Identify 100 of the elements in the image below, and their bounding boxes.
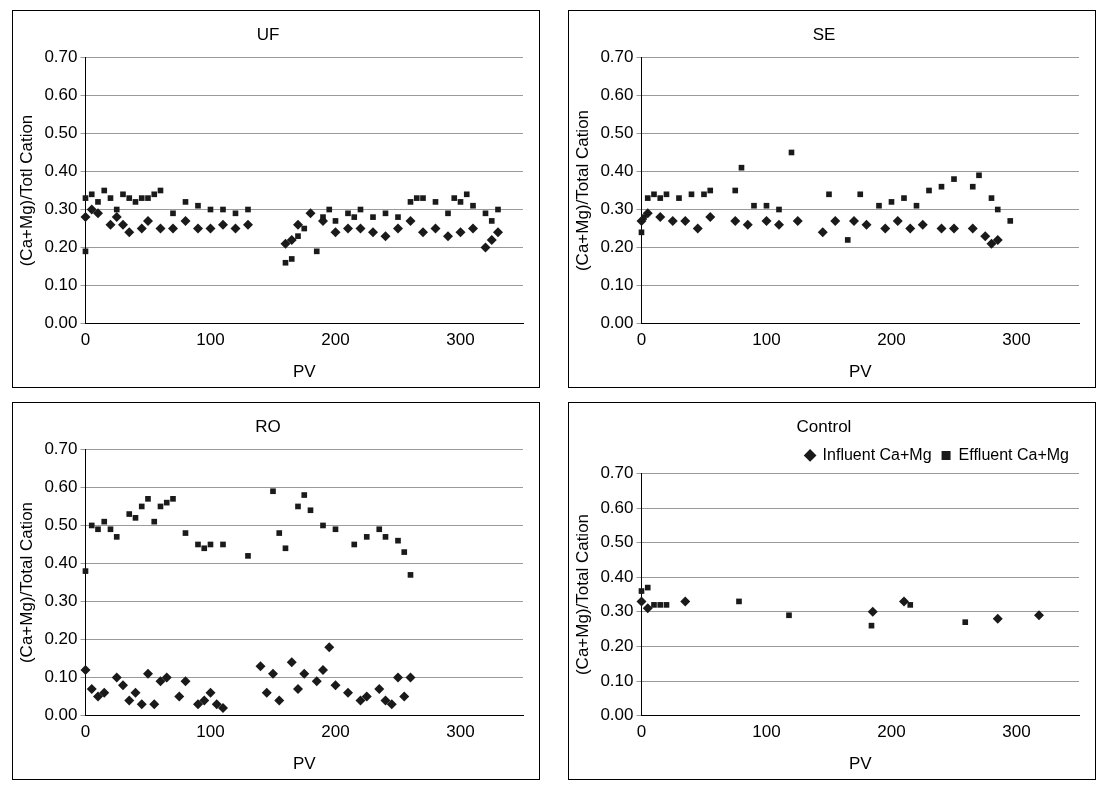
- point: [180, 215, 191, 226]
- point: [688, 191, 695, 198]
- point: [170, 496, 176, 502]
- point: [913, 202, 920, 209]
- y-axis-title: (Ca+Mg)/Total Cation: [572, 513, 592, 676]
- point: [642, 603, 653, 614]
- point: [657, 602, 664, 608]
- legend-label: Influent Ca+Mg: [822, 445, 932, 463]
- point: [163, 499, 170, 506]
- point: [232, 210, 239, 217]
- point: [393, 223, 403, 234]
- point: [638, 588, 645, 594]
- point: [332, 218, 339, 224]
- point: [317, 664, 328, 675]
- y-tick-label: 0.30: [600, 199, 634, 219]
- y-tick-label: 0.50: [600, 123, 634, 143]
- point: [951, 176, 957, 182]
- point: [136, 699, 147, 710]
- y-tick-label: 0.10: [600, 670, 634, 690]
- point: [88, 522, 95, 529]
- point: [482, 210, 489, 217]
- point: [399, 691, 410, 702]
- point: [151, 518, 158, 525]
- point: [192, 699, 203, 710]
- point: [220, 206, 226, 213]
- point: [470, 202, 476, 209]
- point: [926, 187, 932, 194]
- point: [217, 219, 228, 230]
- point: [676, 195, 682, 201]
- point: [332, 526, 339, 533]
- point: [211, 699, 222, 710]
- y-tick-label: 0.30: [600, 601, 634, 621]
- x-axis-title: PV: [848, 362, 873, 382]
- point: [405, 672, 416, 683]
- point: [330, 680, 341, 691]
- y-tick-label: 0.40: [600, 566, 634, 586]
- point: [311, 676, 322, 687]
- chart-title: SE: [812, 24, 836, 44]
- point: [393, 672, 403, 683]
- legend-label: Effluent Ca+Mg: [958, 445, 1069, 463]
- point: [295, 503, 301, 510]
- point: [301, 492, 308, 498]
- point: [111, 672, 122, 683]
- point: [962, 619, 969, 626]
- point: [405, 215, 416, 226]
- point: [351, 541, 358, 548]
- point: [292, 683, 303, 694]
- point: [451, 195, 458, 201]
- point: [488, 218, 495, 224]
- y-tick-label: 0.20: [44, 237, 78, 257]
- point: [457, 199, 464, 205]
- y-tick-label: 0.20: [600, 636, 634, 656]
- point: [86, 204, 97, 215]
- x-tick-label: 200: [321, 721, 350, 741]
- y-tick-label: 0.60: [600, 497, 634, 517]
- point: [463, 191, 470, 198]
- point: [376, 526, 383, 533]
- point: [980, 231, 991, 242]
- point: [374, 683, 385, 694]
- point: [167, 223, 178, 234]
- y-tick-label: 0.70: [44, 47, 78, 67]
- point: [736, 598, 742, 605]
- point: [917, 219, 928, 230]
- point: [292, 219, 303, 230]
- point: [888, 199, 895, 205]
- point: [113, 534, 120, 540]
- x-tick-label: 100: [196, 721, 225, 741]
- y-tick-label: 0.40: [44, 553, 78, 573]
- point: [286, 234, 297, 245]
- point: [644, 195, 651, 201]
- x-tick-label: 0: [80, 721, 91, 741]
- point: [1007, 218, 1014, 224]
- point: [245, 553, 251, 559]
- point: [861, 219, 872, 230]
- point: [217, 702, 228, 713]
- point: [161, 672, 172, 683]
- point: [493, 227, 503, 238]
- point: [370, 214, 376, 220]
- point: [295, 233, 301, 239]
- x-axis-title: PV: [292, 754, 317, 774]
- point: [261, 687, 272, 698]
- point: [107, 526, 114, 533]
- point: [773, 219, 784, 230]
- point: [355, 695, 366, 706]
- x-axis-title: PV: [292, 362, 317, 382]
- point: [413, 195, 420, 201]
- point: [663, 191, 670, 198]
- point: [343, 223, 353, 234]
- point: [155, 676, 166, 687]
- point: [343, 687, 353, 698]
- point: [742, 219, 753, 230]
- point: [92, 208, 103, 219]
- point: [395, 537, 401, 544]
- point: [707, 187, 714, 194]
- y-tick-label: 0.60: [44, 477, 78, 497]
- point: [443, 231, 453, 242]
- x-tick-label: 100: [752, 329, 781, 349]
- point: [351, 214, 358, 220]
- x-tick-label: 300: [1002, 721, 1031, 741]
- point: [986, 238, 997, 249]
